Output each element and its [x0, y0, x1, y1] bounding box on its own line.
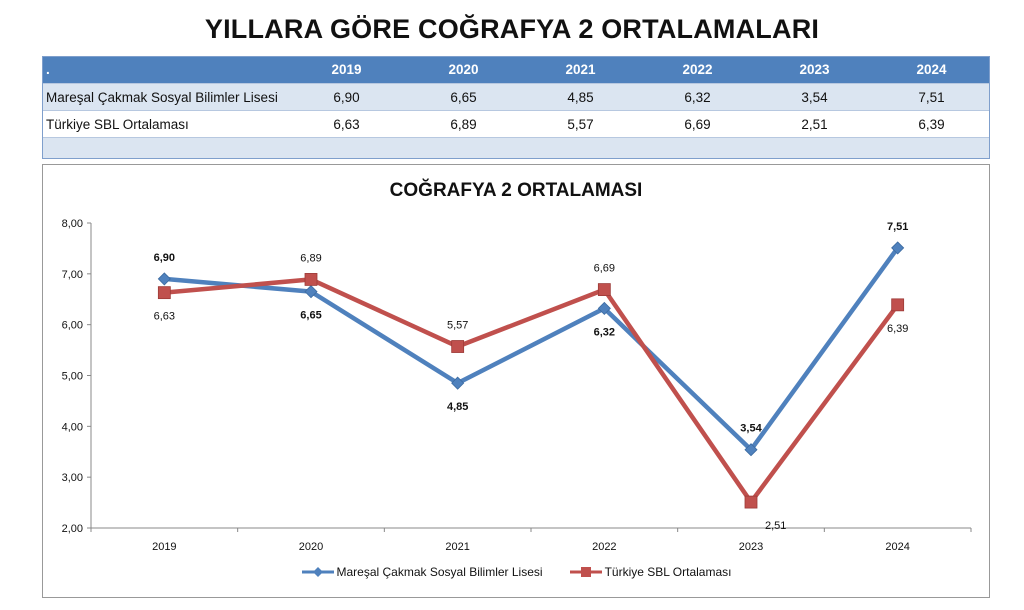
data-point-diamond	[451, 376, 465, 390]
data-point-square	[304, 273, 318, 286]
table-cell: 6,90	[288, 83, 405, 111]
table-cell: 6,63	[288, 110, 405, 138]
table-cell: 6,69	[639, 110, 756, 138]
y-tick-label: 7,00	[62, 269, 83, 281]
data-point-diamond	[891, 241, 905, 255]
row-label: Türkiye SBL Ortalaması	[42, 110, 288, 138]
column-header: 2020	[405, 56, 522, 84]
table-header-row: . 2019 2020 2021 2022 2023 2024	[42, 56, 990, 84]
data-point-square	[744, 495, 758, 509]
data-label: 6,65	[300, 310, 321, 322]
legend-swatch-square	[569, 567, 602, 577]
table-cell: 4,85	[522, 83, 639, 111]
data-label: 6,39	[887, 323, 908, 335]
data-label: 5,57	[447, 320, 468, 332]
x-tick-label: 2024	[885, 541, 909, 553]
table-cell: 2,51	[756, 110, 873, 138]
x-tick-label: 2021	[445, 541, 469, 553]
data-label: 6,89	[300, 252, 321, 264]
legend-item: Türkiye SBL Ortalaması	[569, 565, 732, 579]
table-cell: 6,39	[873, 110, 990, 138]
data-point-diamond	[157, 272, 171, 286]
data-label: 6,69	[594, 263, 615, 275]
x-tick-label: 2022	[592, 541, 616, 553]
table-empty-row	[42, 137, 990, 158]
data-label: 7,51	[887, 221, 908, 233]
series-line	[164, 277, 900, 505]
data-label: 3,54	[740, 423, 762, 435]
y-tick-label: 6,00	[62, 320, 83, 332]
data-point-square	[597, 283, 611, 296]
y-tick-label: 2,00	[62, 523, 83, 535]
chart-title: COĞRAFYA 2 ORTALAMASI	[389, 180, 643, 201]
series-line	[164, 246, 900, 452]
table-cell: 5,57	[522, 110, 639, 138]
y-tick-label: 3,00	[62, 472, 83, 484]
data-point-diamond	[597, 301, 611, 315]
data-point-square	[157, 286, 171, 300]
table-row: Türkiye SBL Ortalaması 6,63 6,89 5,57 6,…	[42, 110, 990, 138]
column-header: 2022	[639, 56, 756, 84]
chart-container: COĞRAFYA 2 ORTALAMASI 2,00 3,00 4,00 5,00 6,…	[42, 164, 990, 598]
data-label: 4,85	[447, 401, 468, 413]
row-label: Mareşal Çakmak Sosyal Bilimler Lisesi	[42, 83, 288, 111]
data-table-container: . 2019 2020 2021 2022 2023 2024 Mareşal …	[42, 56, 990, 158]
data-point-diamond	[304, 285, 318, 299]
column-header: 2024	[873, 56, 990, 84]
data-point-square	[451, 340, 465, 353]
column-header: 2021	[522, 56, 639, 84]
legend-label: Türkiye SBL Ortalaması	[604, 565, 732, 579]
data-point-diamond	[744, 443, 758, 457]
legend: Mareşal Çakmak Sosyal Bilimler Lisesi Tü…	[43, 565, 989, 579]
y-tick-label: 5,00	[62, 371, 83, 383]
x-tick-label: 2023	[739, 541, 763, 553]
column-header: 2019	[288, 56, 405, 84]
table-cell: 7,51	[873, 83, 990, 111]
legend-label: Mareşal Çakmak Sosyal Bilimler Lisesi	[336, 565, 543, 579]
data-point-square	[891, 298, 905, 312]
table-cell: 6,32	[639, 83, 756, 111]
data-label: 2,51	[765, 520, 786, 532]
data-label: 6,90	[154, 252, 175, 264]
table-cell: 3,54	[756, 83, 873, 111]
page-title: YILLARA GÖRE COĞRAFYA 2 ORTALAMALARI	[204, 14, 820, 44]
legend-item: Mareşal Çakmak Sosyal Bilimler Lisesi	[301, 565, 543, 579]
table-row: Mareşal Çakmak Sosyal Bilimler Lisesi 6,…	[42, 83, 990, 111]
data-label: 6,63	[154, 311, 175, 323]
table-cell: 6,65	[405, 83, 522, 111]
y-tick-label: 4,00	[62, 421, 83, 433]
y-tick-label: 8,00	[62, 218, 83, 230]
table-corner-cell: .	[42, 56, 288, 84]
line-chart: 2,00 3,00 4,00 5,00 6,00 7,00 8,00 2019 2020 2021…	[62, 218, 972, 553]
x-tick-label: 2019	[152, 541, 176, 553]
column-header: 2023	[756, 56, 873, 84]
data-table: . 2019 2020 2021 2022 2023 2024 Mareşal …	[42, 56, 990, 158]
table-cell: 6,89	[405, 110, 522, 138]
legend-swatch-diamond	[301, 567, 334, 577]
table-empty-cell	[42, 137, 990, 158]
data-label: 6,32	[594, 326, 615, 338]
x-tick-label: 2020	[299, 541, 323, 553]
